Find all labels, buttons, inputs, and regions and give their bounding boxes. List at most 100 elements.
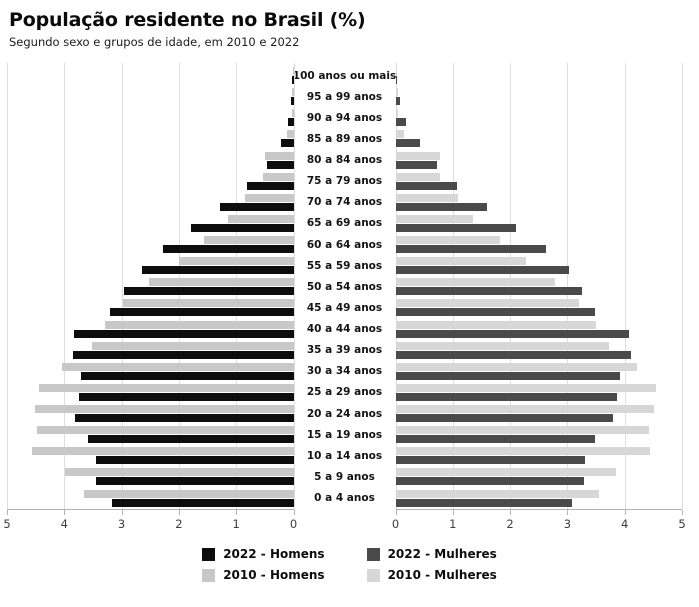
women-row xyxy=(395,65,683,86)
axis-tick xyxy=(121,510,123,515)
age-label-row: 100 anos ou mais xyxy=(293,65,396,86)
axis-tick-label: 5 xyxy=(3,517,11,531)
age-group-label: 20 a 24 anos xyxy=(306,407,383,420)
age-label-row: 55 a 59 anos xyxy=(294,255,396,276)
age-group-label: 30 a 34 anos xyxy=(306,365,383,378)
age-group-label: 80 a 84 anos xyxy=(306,154,383,167)
axis-tick xyxy=(567,510,569,515)
men-axis-ticks: 5 4 3 2 1 0 xyxy=(3,515,298,531)
women-bar-pair xyxy=(395,489,683,507)
bar-2010-homens xyxy=(265,151,294,160)
bar-2022-mulheres xyxy=(395,308,596,317)
bar-2010-homens xyxy=(39,383,294,392)
legend-swatch xyxy=(202,547,216,561)
men-bar-pair xyxy=(7,489,294,507)
axis-tick-label: 5 xyxy=(678,517,686,531)
age-label-row: 60 a 64 anos xyxy=(294,234,396,255)
women-bar-pair xyxy=(395,88,683,106)
x-axis-labels: 5 4 3 2 1 0 0 1 2 3 4 5 xyxy=(3,515,686,531)
bar-2022-homens xyxy=(190,223,294,232)
bar-2010-homens xyxy=(32,447,294,456)
plot-area: 100 anos ou mais 95 a 99 anos 90 a 94 anos… xyxy=(7,63,683,509)
legend-column: 2022 - Homens 2010 - Homens xyxy=(202,547,325,582)
men-bar-pair xyxy=(7,88,294,106)
axis-tick xyxy=(293,510,295,515)
bar-2022-mulheres xyxy=(395,118,407,127)
men-bar-pair xyxy=(7,383,294,401)
men-row xyxy=(7,361,294,382)
bar-2010-mulheres xyxy=(395,383,656,392)
men-bar-pair xyxy=(7,405,294,423)
bar-2010-mulheres xyxy=(395,426,650,435)
women-row xyxy=(395,213,683,234)
men-bar-pair xyxy=(7,236,294,254)
legend-item: 2022 - Homens xyxy=(202,547,325,561)
men-row xyxy=(7,255,294,276)
bar-2022-mulheres xyxy=(395,392,618,401)
bar-2022-mulheres xyxy=(395,202,488,211)
men-bar-pair xyxy=(7,109,294,127)
age-label-row: 30 a 34 anos xyxy=(294,361,396,382)
bar-2022-homens xyxy=(124,287,294,296)
men-row xyxy=(7,234,294,255)
bar-2010-mulheres xyxy=(395,172,440,181)
legend-swatch xyxy=(366,547,380,561)
age-group-label: 50 a 54 anos xyxy=(306,280,383,293)
women-bar-pair xyxy=(395,341,683,359)
men-bar-pair xyxy=(7,257,294,275)
bar-2010-homens xyxy=(84,489,294,498)
chart-subtitle: Segundo sexo e grupos de idade, em 2010 … xyxy=(9,35,300,49)
bar-2022-mulheres xyxy=(395,329,630,338)
men-row xyxy=(7,319,294,340)
women-row xyxy=(395,171,683,192)
age-group-label: 5 a 9 anos xyxy=(314,470,375,483)
women-row xyxy=(395,297,683,318)
age-label-row: 70 a 74 anos xyxy=(294,192,396,213)
population-pyramid-chart: 100 anos ou mais 95 a 99 anos 90 a 94 anos… xyxy=(0,63,699,531)
axis-tick-label: 1 xyxy=(449,517,457,531)
women-bar-pair xyxy=(395,109,683,127)
women-bar-pair xyxy=(395,426,683,444)
bar-2022-mulheres xyxy=(395,477,585,486)
age-group-label: 85 a 89 anos xyxy=(306,132,383,145)
men-panel xyxy=(7,63,295,509)
men-row xyxy=(7,445,294,466)
women-bar-pair xyxy=(395,151,683,169)
bar-2022-mulheres xyxy=(395,435,595,444)
axis-tick-label: 0 xyxy=(289,517,298,531)
women-row xyxy=(395,86,683,107)
women-bar-pair xyxy=(395,383,683,401)
legend-label: 2010 - Homens xyxy=(223,568,325,582)
age-label-row: 95 a 99 anos xyxy=(294,86,396,107)
legend-item: 2010 - Homens xyxy=(202,568,325,582)
men-row xyxy=(7,128,294,149)
axis-tick-label: 4 xyxy=(60,517,68,531)
bar-2022-mulheres xyxy=(395,266,570,275)
men-bar-pair xyxy=(7,468,294,486)
bar-2022-mulheres xyxy=(395,350,631,359)
bar-2010-mulheres xyxy=(395,257,527,266)
men-bar-pair xyxy=(7,172,294,190)
men-row xyxy=(7,86,294,107)
men-row xyxy=(7,424,294,445)
chart-header: População residente no Brasil (%) Segund… xyxy=(0,0,699,49)
men-row xyxy=(7,213,294,234)
axis-tick xyxy=(178,510,180,515)
bar-2022-mulheres xyxy=(395,181,457,190)
legend-swatch xyxy=(202,568,216,582)
men-bar-pair xyxy=(7,426,294,444)
axis-tick xyxy=(624,510,626,515)
axis-tick-label: 3 xyxy=(117,517,126,531)
women-bar-pair xyxy=(395,299,683,317)
women-row xyxy=(395,255,683,276)
women-row xyxy=(395,319,683,340)
bar-2022-homens xyxy=(74,329,294,338)
age-label-row: 90 a 94 anos xyxy=(294,107,396,128)
women-row xyxy=(395,107,683,128)
women-bar-pair xyxy=(395,278,683,296)
women-bar-pair xyxy=(395,130,683,148)
gridline xyxy=(121,63,123,509)
axis-tick-label: 2 xyxy=(506,517,514,531)
bar-2010-homens xyxy=(104,320,294,329)
women-row xyxy=(395,192,683,213)
